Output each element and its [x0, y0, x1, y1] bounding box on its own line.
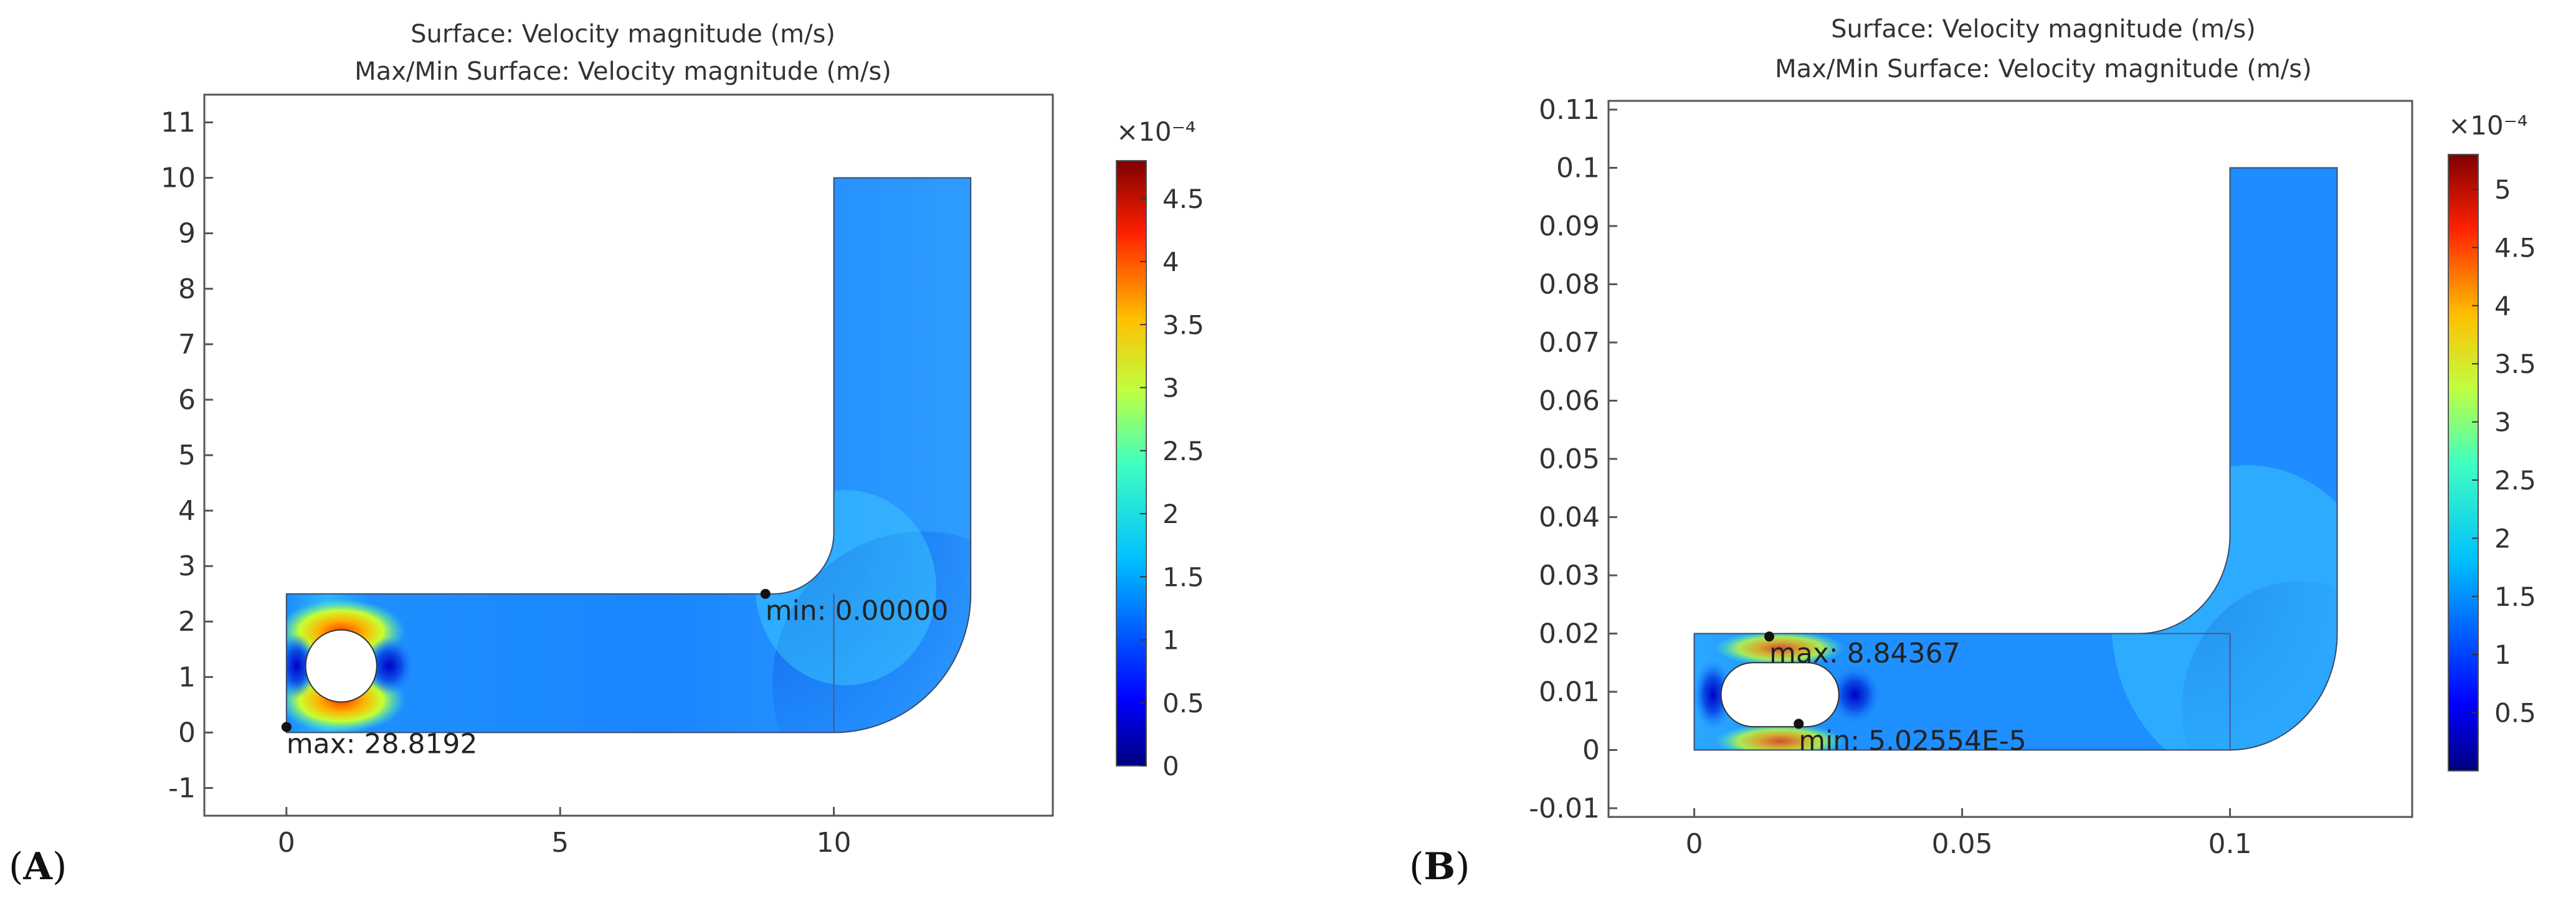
y-tick-label: 0.08 [1539, 269, 1600, 301]
colorbar-tick-label: 1.5 [1162, 562, 1204, 592]
colorbar-tick-label: 4 [1162, 247, 1179, 277]
x-tick-label: 0.05 [1932, 828, 1993, 860]
y-tick-label: 0 [1582, 734, 1600, 766]
colorbar-tick-label: 1 [2494, 639, 2511, 670]
max-min-annotations: max: 28.8192 min: 0.00000 [281, 588, 949, 760]
extremum-label: max: 28.8192 [287, 728, 478, 760]
y-tick-label: 0.1 [1556, 153, 1600, 184]
panel-b: Surface: Velocity magnitude (m/s) Max/Mi… [1409, 15, 2536, 889]
y-tick-label: 0.03 [1539, 560, 1600, 592]
y-axis: -0.01 0 0.01 0.02 0.03 0.04 0.05 0.06 0.07 0.08 0.… [1529, 94, 1617, 824]
colorbar-tick-label: 2.5 [1162, 436, 1204, 466]
x-tick-label: 5 [551, 827, 569, 859]
colorbar: 0 0.5 1 1.5 2 2.5 3 3.5 4 4.5 ×10⁻⁴ [1116, 116, 1204, 781]
chart-title-line2: Max/Min Surface: Velocity magnitude (m/s… [354, 57, 891, 86]
y-tick-label: -1 [168, 772, 196, 804]
colorbar-tick-label: 3 [2494, 407, 2511, 438]
colorbar-tick-label: 5 [2494, 174, 2511, 205]
colorbar-tick-label: 1.5 [2494, 582, 2536, 612]
y-tick-label: 3 [178, 550, 196, 582]
y-tick-label: 0.09 [1539, 210, 1600, 242]
colorbar-exponent: ×10⁻⁴ [1116, 116, 1196, 147]
y-tick-label: 0 [178, 717, 196, 748]
y-tick-label: 0.07 [1539, 327, 1600, 359]
x-tick-label: 0.1 [2208, 828, 2252, 860]
stagnation-downstream [364, 637, 414, 695]
chart-title-line2: Max/Min Surface: Velocity magnitude (m/s… [1775, 55, 2312, 83]
y-tick-label: 9 [178, 218, 196, 250]
chart-title-line1: Surface: Velocity magnitude (m/s) [1831, 15, 2256, 44]
panel-letter: A [22, 845, 53, 889]
obstacle-slot [1720, 662, 1840, 728]
y-tick-label: -0.01 [1529, 793, 1600, 824]
colorbar-tick-label: 2 [2494, 523, 2511, 554]
colorbar-tick-label: 1 [1162, 625, 1179, 656]
stagnation-downstream [1829, 666, 1881, 724]
y-tick-label: 8 [178, 273, 196, 305]
y-tick-label: 7 [178, 329, 196, 361]
colorbar-tick-label: 0.5 [2494, 698, 2536, 729]
panel-a: Surface: Velocity magnitude (m/s) Max/Mi… [9, 20, 1204, 889]
colorbar-tick-label: 4.5 [2494, 232, 2536, 263]
bend-low-velocity [772, 531, 971, 733]
x-tick-label: 0 [1686, 828, 1703, 860]
extremum-label: max: 8.84367 [1769, 638, 1961, 669]
stagnation-upstream [1694, 659, 1732, 730]
colorbar: 0.5 1 1.5 2 2.5 3 3.5 4 4.5 5 ×10⁻⁴ [2448, 110, 2536, 771]
y-tick-label: 11 [161, 107, 196, 139]
y-tick-label: 0.11 [1539, 94, 1600, 126]
colorbar-tick-label: 0.5 [1162, 688, 1204, 719]
y-tick-label: 6 [178, 384, 196, 416]
y-tick-label: 0.02 [1539, 618, 1600, 649]
extremum-label: min: 5.02554E-5 [1799, 725, 2026, 757]
colorbar-tick-label: 2 [1162, 499, 1179, 529]
y-tick-label: 2 [178, 606, 196, 638]
domain-outline [285, 177, 972, 734]
colorbar-tick-label: 4 [2494, 291, 2511, 321]
chart-title-line1: Surface: Velocity magnitude (m/s) [411, 20, 835, 49]
colorbar-tick-label: 2.5 [2494, 465, 2536, 496]
x-axis: 0 5 10 [278, 807, 852, 859]
hot-spot-top [1715, 630, 1845, 666]
x-tick-label: 0 [278, 827, 295, 859]
panel-label: (A) [9, 845, 67, 889]
extremum-marker [1764, 631, 1774, 642]
obstacle-cylinder [305, 629, 378, 703]
y-axis: -1 0 1 2 3 4 5 6 7 8 9 10 11 [161, 107, 213, 804]
panel-letter: B [1423, 845, 1455, 889]
colorbar-gradient [2448, 154, 2479, 771]
y-tick-label: 0.05 [1539, 443, 1600, 475]
bend-low-velocity [2182, 581, 2337, 750]
x-axis: 0 0.05 0.1 [1686, 808, 2252, 860]
extremum-marker [281, 722, 292, 732]
colorbar-tick-label: 3.5 [1162, 309, 1204, 340]
y-tick-label: 5 [178, 440, 196, 471]
extremum-marker [1794, 719, 1804, 729]
colorbar-tick-label: 4.5 [1162, 184, 1204, 214]
panel-label: (B) [1409, 845, 1470, 889]
colorbar-exponent: ×10⁻⁴ [2448, 110, 2528, 141]
extremum-label: min: 0.00000 [766, 595, 949, 627]
y-tick-label: 0.06 [1539, 385, 1600, 417]
colorbar-tick-label: 3 [1162, 373, 1179, 403]
max-min-annotations: max: 8.84367 min: 5.02554E-5 [1764, 631, 2027, 757]
y-tick-label: 10 [161, 163, 196, 194]
y-tick-label: 1 [178, 661, 196, 693]
colorbar-tick-label: 3.5 [2494, 349, 2536, 379]
domain-outline [1693, 167, 2338, 751]
x-tick-label: 10 [817, 827, 852, 859]
extremum-marker [760, 588, 771, 599]
y-tick-label: 4 [178, 495, 196, 527]
colorbar-gradient [1116, 160, 1147, 767]
colorbar-tick-label: 0 [1162, 751, 1179, 781]
y-tick-label: 0.04 [1539, 501, 1600, 533]
y-tick-label: 0.01 [1539, 676, 1600, 708]
